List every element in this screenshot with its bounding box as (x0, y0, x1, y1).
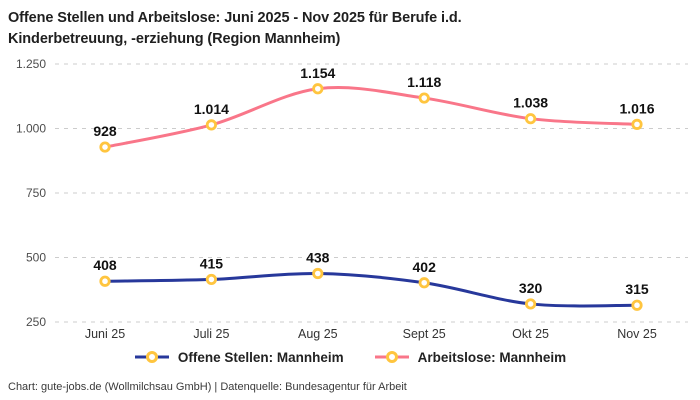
svg-text:250: 250 (26, 315, 46, 329)
chart-title-line1: Offene Stellen und Arbeitslose: Juni 202… (8, 10, 462, 26)
line-marker-icon (134, 350, 170, 364)
svg-text:402: 402 (413, 259, 437, 275)
svg-text:415: 415 (200, 255, 224, 271)
plot-area: 250 500 750 1.000 1.250 Juni 25 Juli 25 Aug 25 S… (0, 52, 700, 342)
svg-text:1.014: 1.014 (194, 101, 229, 117)
svg-text:408: 408 (93, 257, 117, 273)
chart-title: Offene Stellen und Arbeitslose: Juni 202… (0, 0, 700, 52)
svg-text:320: 320 (519, 280, 543, 296)
svg-text:750: 750 (26, 186, 46, 200)
legend-label-arbeitslose: Arbeitslose: Mannheim (417, 349, 567, 365)
svg-text:Okt 25: Okt 25 (512, 327, 549, 341)
svg-text:1.154: 1.154 (300, 65, 335, 81)
svg-text:1.016: 1.016 (619, 100, 654, 116)
svg-text:928: 928 (93, 123, 117, 139)
svg-text:Aug 25: Aug 25 (298, 327, 338, 341)
svg-text:438: 438 (306, 249, 330, 265)
svg-text:500: 500 (26, 251, 46, 265)
chart-svg: 250 500 750 1.000 1.250 Juni 25 Juli 25 Aug 25 S… (16, 57, 688, 341)
line-marker-icon (374, 350, 410, 364)
svg-text:1.000: 1.000 (16, 122, 46, 136)
chart-title-line2: Kinderbetreuung, -erziehung (Region Mann… (8, 31, 341, 47)
legend: Offene Stellen: Mannheim Arbeitslose: Ma… (0, 342, 700, 372)
svg-text:Nov 25: Nov 25 (617, 327, 657, 341)
svg-text:1.250: 1.250 (16, 57, 46, 71)
legend-item-arbeitslose: Arbeitslose: Mannheim (374, 349, 567, 365)
svg-text:315: 315 (625, 281, 649, 297)
legend-label-offene-stellen: Offene Stellen: Mannheim (177, 349, 344, 365)
svg-text:Juni 25: Juni 25 (85, 327, 125, 341)
chart-source-caption: Chart: gute-jobs.de (Wollmilchsau GmbH) … (8, 381, 407, 393)
svg-text:Sept 25: Sept 25 (403, 327, 446, 341)
svg-text:Juli 25: Juli 25 (193, 327, 229, 341)
legend-item-offene-stellen: Offene Stellen: Mannheim (134, 350, 344, 365)
svg-text:1.038: 1.038 (513, 95, 548, 111)
svg-text:1.118: 1.118 (407, 74, 441, 90)
